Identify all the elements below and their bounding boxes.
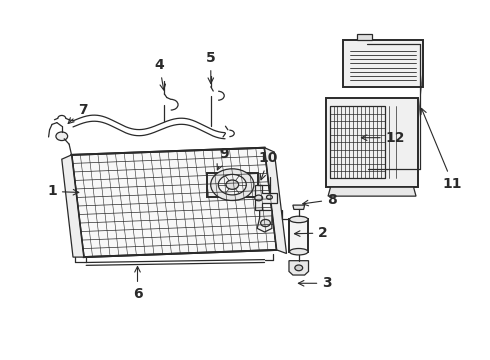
Polygon shape: [62, 155, 84, 257]
Polygon shape: [255, 185, 277, 211]
Text: 12: 12: [362, 131, 405, 145]
Text: 5: 5: [206, 51, 216, 84]
Circle shape: [211, 169, 254, 201]
Polygon shape: [257, 211, 272, 232]
Text: 1: 1: [47, 184, 79, 198]
Circle shape: [219, 174, 246, 195]
Polygon shape: [290, 220, 308, 252]
Text: 9: 9: [217, 147, 229, 170]
Polygon shape: [289, 261, 309, 275]
Polygon shape: [265, 148, 287, 253]
Polygon shape: [343, 40, 423, 87]
Text: 6: 6: [133, 266, 142, 301]
Text: 2: 2: [294, 226, 328, 240]
Ellipse shape: [290, 216, 308, 223]
Polygon shape: [293, 205, 305, 210]
Circle shape: [267, 195, 272, 199]
Text: 10: 10: [259, 152, 278, 180]
Ellipse shape: [290, 248, 308, 255]
Circle shape: [261, 220, 270, 226]
Circle shape: [295, 265, 303, 271]
Text: 7: 7: [68, 103, 88, 123]
Polygon shape: [72, 148, 277, 257]
Polygon shape: [328, 187, 416, 196]
Circle shape: [226, 180, 239, 189]
Text: 4: 4: [155, 58, 166, 90]
Text: 8: 8: [303, 193, 337, 207]
Circle shape: [56, 132, 68, 140]
Polygon shape: [357, 34, 372, 40]
Text: 3: 3: [298, 276, 332, 290]
Text: 11: 11: [421, 108, 463, 190]
Polygon shape: [207, 172, 258, 197]
Polygon shape: [326, 98, 418, 187]
Circle shape: [255, 195, 263, 201]
